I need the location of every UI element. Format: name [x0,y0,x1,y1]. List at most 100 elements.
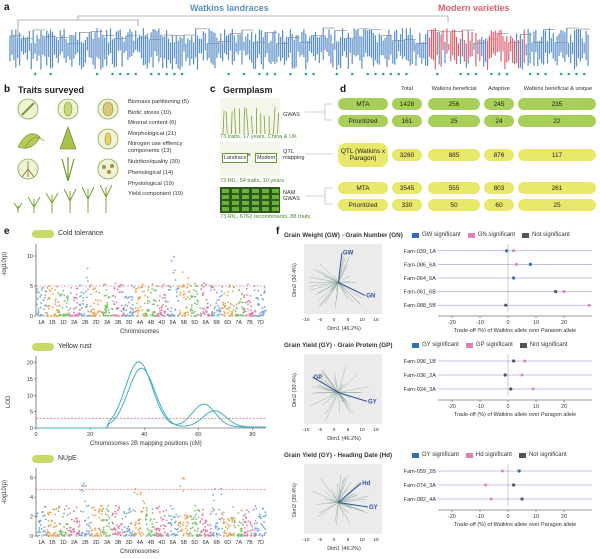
snp-point [253,534,256,536]
snp-point [145,535,148,537]
chromosome-label: 5D [191,540,198,546]
snp-point [178,309,181,312]
pca-vector [320,282,339,307]
snp-point [136,302,139,305]
snp-point [131,296,134,299]
tradeoff-point [528,262,532,266]
leaf-shape-icon [59,126,77,150]
snp-point [258,532,261,535]
snp-point [160,516,162,519]
snp-point [37,310,40,312]
snp-point [263,305,266,308]
snp-point [170,534,173,536]
snp-point [109,528,112,530]
snp-point [64,531,67,534]
snp-point [85,296,88,299]
family-label: Fam-086_6A [404,262,437,268]
snp-point [141,309,144,312]
cold-tolerance-manhattan: 0 5 10 1A 1B 1D 2A 2B 2D 3A 3B 3D 4A 4B 4D 5A 5B 5D 6A 6B 6D… [27,244,267,326]
snp-point [126,314,129,316]
snp-point [189,308,192,311]
snp-point [49,523,52,526]
x-tick-label: -20 [448,320,456,326]
tradeoff-point [489,497,493,501]
snp-point [91,308,94,310]
snp-point [66,295,69,298]
snp-point [260,311,263,314]
snp-point [221,527,224,530]
snp-point [46,287,49,289]
x-tick-label: 0 [34,432,37,438]
snp-point [134,532,137,535]
pca-vector [338,282,361,305]
snp-point [253,289,256,292]
snp-point [250,532,253,535]
snp-point [162,283,165,286]
lod-curve [36,367,266,429]
chromosome-label: 3B [115,320,122,326]
snp-point [177,523,180,526]
snp-point [170,515,172,517]
snp-point [63,526,65,529]
snp-point [79,534,81,537]
snp-point [104,283,107,286]
snp-point [178,515,181,518]
snp-point [194,295,197,298]
snp-point [191,522,194,525]
x-tick-label: -10 [476,514,484,520]
snp-point [115,301,118,304]
snp-point [231,290,234,293]
snp-point [80,314,83,317]
x-tick-label: 80 [249,432,255,438]
pca-vector [310,392,339,407]
snp-point [177,285,180,288]
snp-point [209,534,211,537]
value-cell: 3280 [392,149,422,161]
x-tick-label: 40 [141,432,147,438]
x-tick-label: 10 [533,514,539,520]
pca-vector [338,481,352,503]
snp-point [66,299,69,302]
chromosome-label: 7D [257,540,264,546]
snp-point [133,535,136,537]
snp-point [247,303,249,306]
chromosome-label: 6A [203,540,210,546]
snp-point [53,532,56,535]
snp-point [164,312,166,315]
value-cell: 22 [518,115,596,127]
snp-point [246,533,249,536]
snp-point [215,513,217,516]
snp-point [69,512,71,515]
panel-f-label: f [276,226,280,237]
snp-point [44,514,46,517]
header-adaptive: Adaptive [488,86,510,92]
snp-point [146,528,149,530]
value-cell: 24 [484,115,514,127]
snp-point [87,530,90,532]
snp-point [232,534,235,537]
snp-point [175,513,178,516]
snp-point [54,525,56,528]
snp-point [227,291,229,293]
snp-point [102,526,105,529]
snp-point [187,314,190,317]
snp-point [179,530,181,532]
pca-background [304,354,382,424]
snp-point [82,296,85,299]
snp-point [223,310,225,313]
snp-point [112,522,114,525]
snp-point [111,307,113,310]
snp-point [63,294,66,297]
snp-point [174,279,177,281]
snp-point [86,303,88,306]
pca-trait-arrow [338,502,369,508]
snp-point [213,499,215,502]
snp-point [227,301,230,304]
snp-point [165,534,168,537]
snp-point [85,532,88,535]
snp-point [155,528,158,531]
pca-x-tick: 0 [333,427,336,433]
snp-point [98,516,101,519]
snp-point [180,530,183,532]
chromosome-label: 7B [246,540,253,546]
